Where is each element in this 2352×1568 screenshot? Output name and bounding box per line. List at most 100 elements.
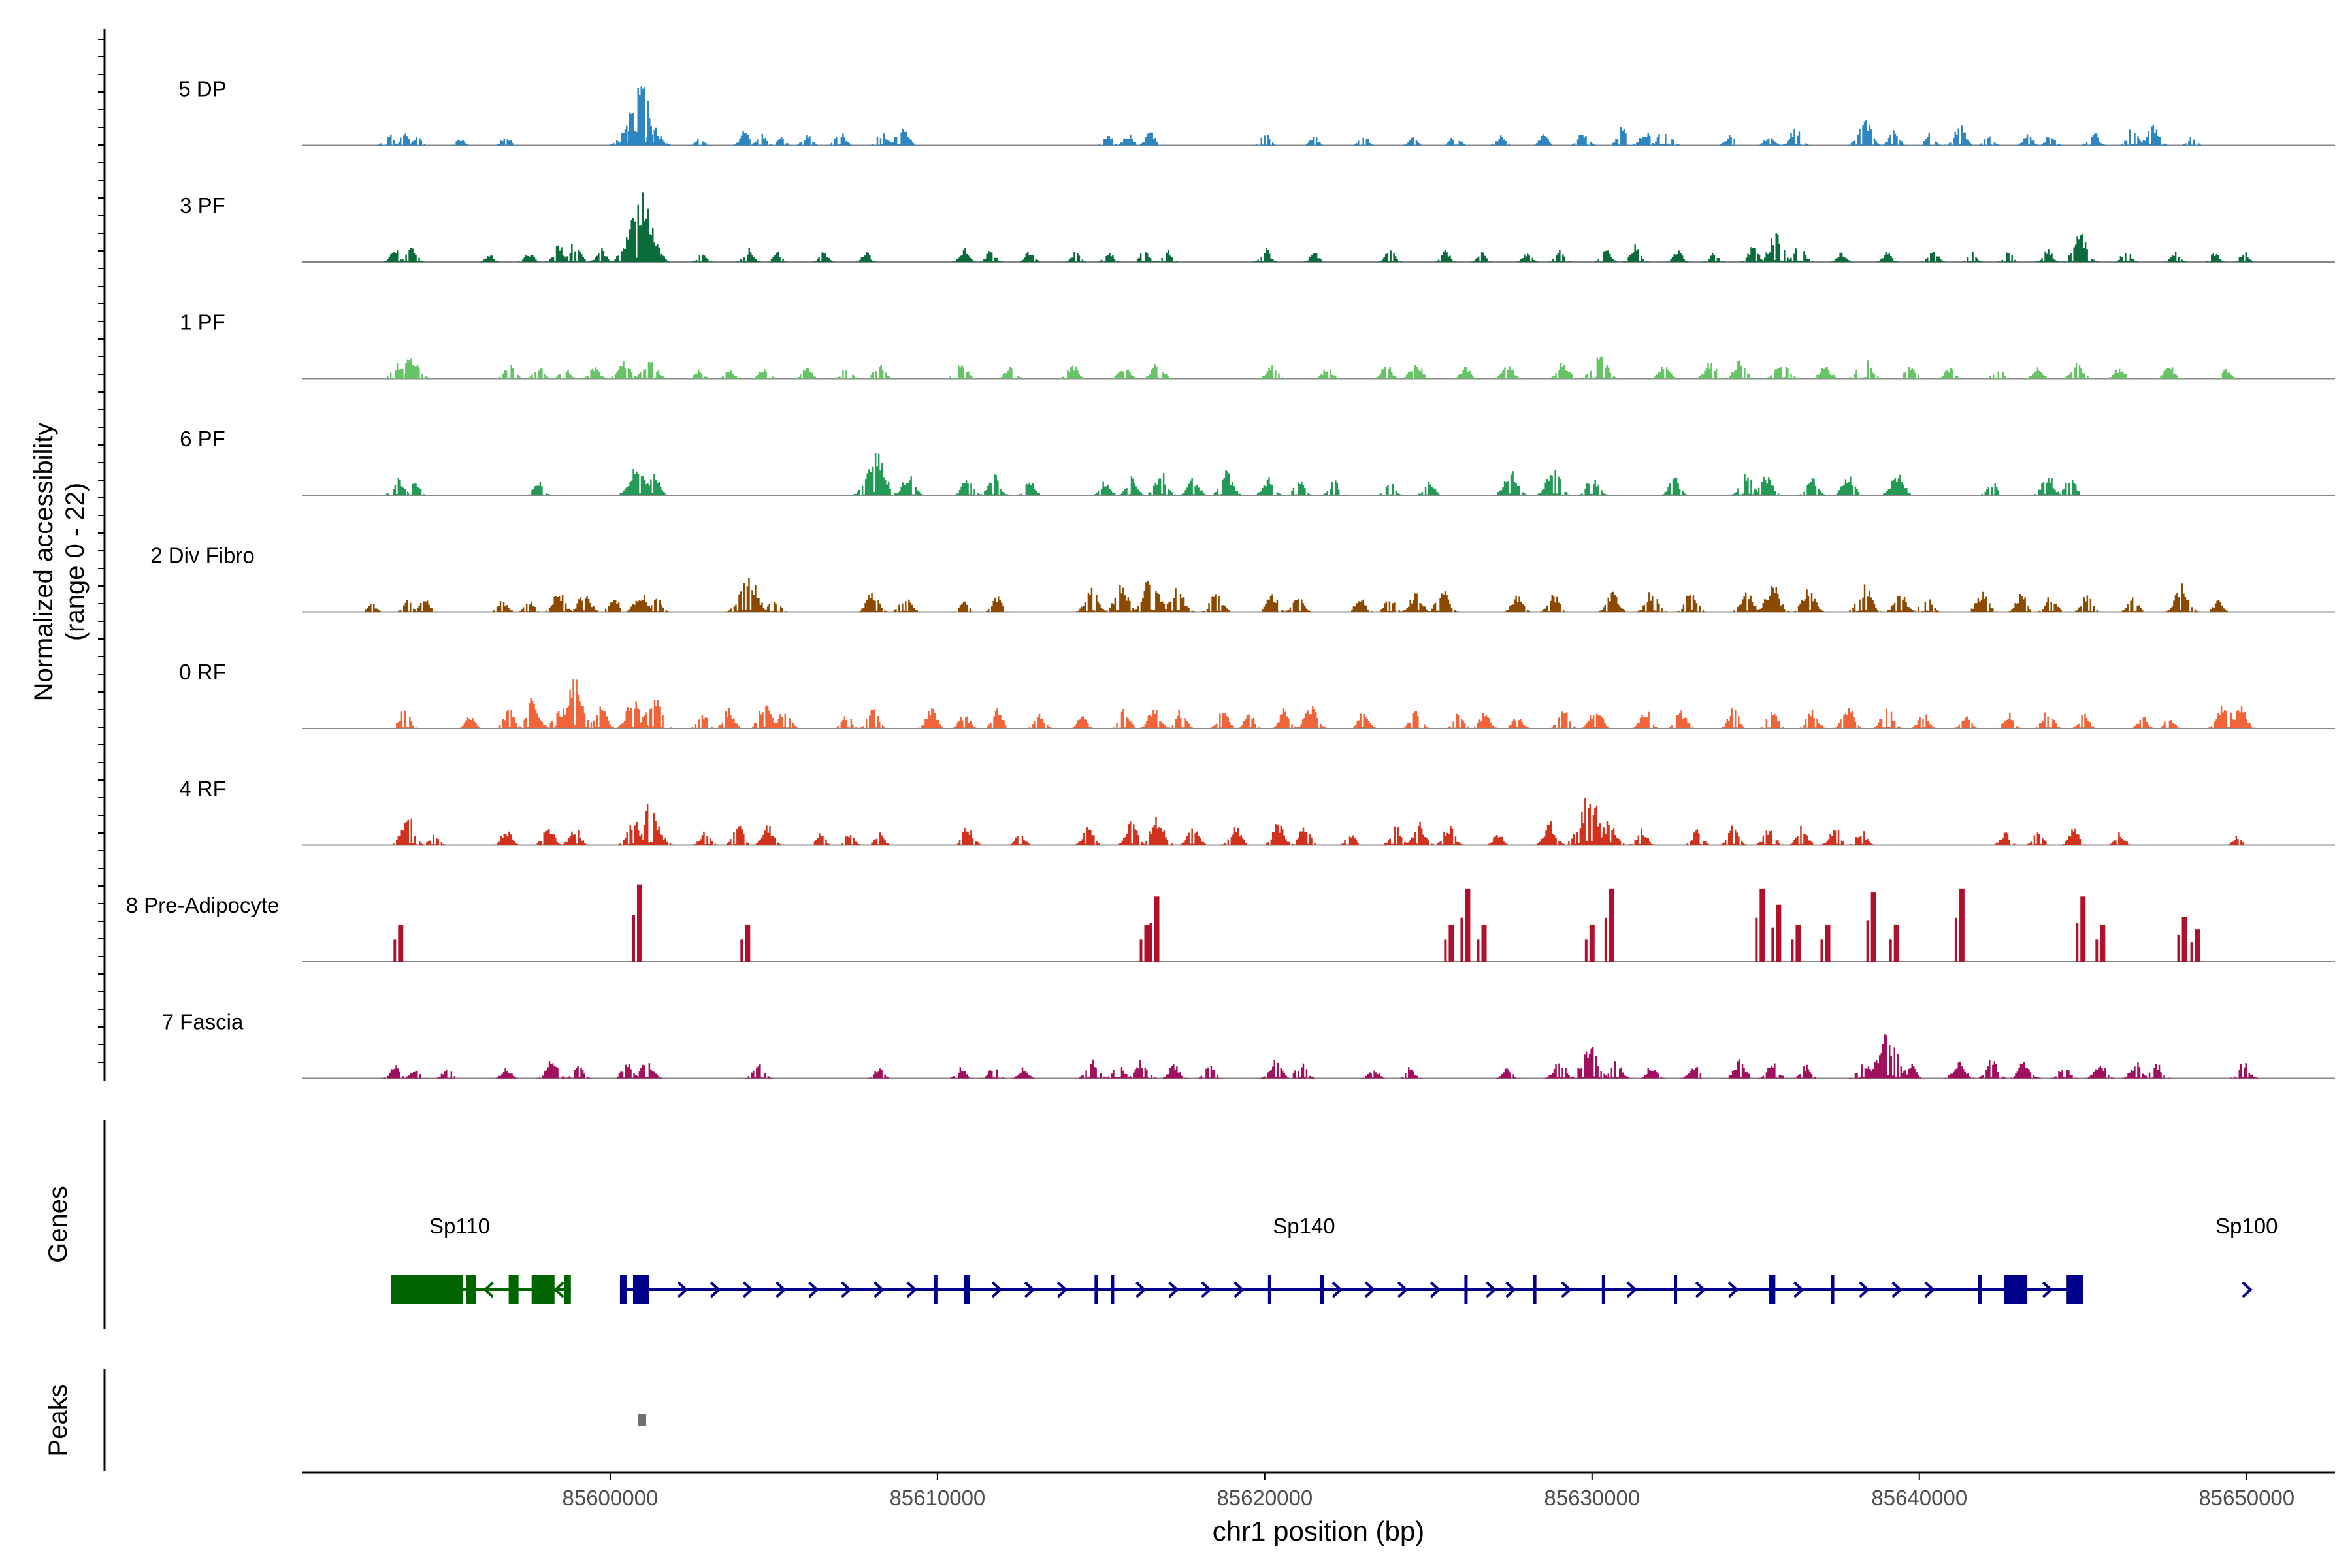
coverage-peak <box>1584 939 1588 962</box>
coverage-peak <box>1764 367 1802 379</box>
coverage-peak <box>1935 368 1964 379</box>
coverage-peak <box>457 717 483 728</box>
gene-exon <box>1601 1275 1605 1304</box>
coverage-peak <box>951 248 978 262</box>
track-1-pf: 1 PF <box>180 310 2335 380</box>
coverage-peak <box>1757 1063 1788 1079</box>
y-axis-title-line2: (range 0 - 22) <box>61 483 90 641</box>
coverage-peak <box>1920 252 1947 262</box>
coverage-peak <box>1351 137 1377 146</box>
strand-arrow-right-icon <box>1397 1281 1409 1298</box>
coverage-peak <box>890 599 921 612</box>
coverage-peak <box>981 708 1013 728</box>
coverage-peak <box>637 244 670 262</box>
coverage-peak <box>1381 826 1412 845</box>
coverage-peak <box>449 139 472 146</box>
coverage-peak <box>1776 904 1782 962</box>
coverage-peak <box>1399 365 1433 379</box>
coverage-peak <box>854 252 879 262</box>
gene-annotations: Sp110 Sp140 Sp100 <box>391 1214 2278 1304</box>
strand-arrow-right-icon <box>1364 1281 1376 1298</box>
gene-exon <box>2066 1275 2083 1304</box>
coverage-peak <box>2121 1062 2152 1079</box>
coverage-peak <box>1621 244 1650 262</box>
coverage-peak <box>1160 1064 1188 1079</box>
strand-arrow-left-icon <box>553 1281 564 1298</box>
coverage-peak <box>740 939 743 962</box>
gene-exon <box>1769 1275 1776 1304</box>
coverage-peak <box>1200 594 1233 612</box>
coverage-peak <box>478 255 502 262</box>
coverage-peak <box>1465 888 1471 962</box>
coverage-peak <box>1791 1064 1820 1079</box>
coverage-peak <box>1797 478 1828 495</box>
coverage-peak <box>1757 712 1788 728</box>
coverage-peak <box>1795 924 1801 962</box>
coverage-peak <box>1154 896 1160 962</box>
coverage-peak <box>951 601 978 612</box>
strand-arrow-right-icon <box>1429 1281 1441 1298</box>
coverage-peak <box>1976 136 2002 146</box>
track-4-rf: 4 RF <box>179 777 2335 846</box>
coverage-peak <box>1282 481 1314 495</box>
coverage-peak <box>1375 601 1405 612</box>
track-label: 7 Fascia <box>162 1010 244 1034</box>
coverage-peak <box>1547 250 1573 262</box>
coverage-peak <box>730 131 760 146</box>
gene-exon <box>1831 1275 1835 1304</box>
track-label: 8 Pre-Adipocyte <box>126 893 280 917</box>
coverage-peak <box>1649 367 1680 379</box>
coverage-peak <box>864 365 895 379</box>
strand-arrow-right-icon <box>1859 1281 1870 1298</box>
coverage-peak <box>1959 888 1965 962</box>
coverage-peak <box>1469 252 1494 262</box>
gene-exon <box>1111 1275 1115 1304</box>
coverage-peak <box>1535 469 1573 495</box>
strand-arrow-right-icon <box>1024 1281 1036 1298</box>
coverage-peak <box>1578 356 1620 379</box>
gene-label: Sp140 <box>1273 1214 1335 1238</box>
coverage-peak <box>568 596 602 612</box>
coverage-peak <box>1757 233 1795 262</box>
coverage-peak <box>1702 253 1726 262</box>
coverage-peak <box>1262 824 1296 845</box>
track-label: 4 RF <box>179 777 226 801</box>
coverage-peak <box>1377 250 1403 262</box>
coverage-peak <box>2177 934 2180 962</box>
coverage-peak <box>1576 480 1610 495</box>
coverage-peak <box>1137 132 1166 146</box>
strand-arrow-right-icon <box>1891 1281 1903 1298</box>
coverage-peak <box>1399 593 1433 612</box>
coverage-peak <box>360 603 384 612</box>
coverage-peak <box>1313 369 1342 379</box>
coverage-peak <box>606 361 642 379</box>
coverage-peak <box>1533 821 1567 845</box>
track-2-div-fibro: 2 Div Fibro <box>150 544 2335 613</box>
coverage-peak <box>1259 1060 1292 1079</box>
strand-arrow-right-icon <box>1793 1281 1805 1298</box>
coverage-peak <box>793 368 822 379</box>
coverage-peak <box>1294 706 1330 728</box>
coverage-peak <box>1460 917 1463 962</box>
coverage-peak <box>1158 588 1196 612</box>
coverage-peak <box>2031 478 2065 495</box>
gene-exon <box>1267 1275 1271 1304</box>
track-6-pf: 6 PF <box>180 427 2335 496</box>
coverage-peak <box>1074 587 1110 612</box>
track-label: 3 PF <box>180 193 225 218</box>
coverage-peak <box>811 252 836 262</box>
coverage-peak <box>1015 482 1045 495</box>
coverage-peak <box>2023 367 2053 379</box>
coverage-peak <box>1289 827 1320 845</box>
coverage-peak <box>1739 247 1768 262</box>
gene-exon <box>1094 1275 1098 1304</box>
gene-exon <box>1464 1275 1468 1304</box>
coverage-peak <box>616 821 652 845</box>
coverage-peak <box>380 1065 410 1079</box>
coverage-peak <box>1069 716 1096 728</box>
coverage-peak <box>1884 596 1918 612</box>
coverage-peak <box>391 133 418 146</box>
genes-panel-label: Genes <box>44 1186 73 1263</box>
coverage-peak <box>1637 1068 1666 1079</box>
coverage-peak <box>1196 1066 1224 1079</box>
